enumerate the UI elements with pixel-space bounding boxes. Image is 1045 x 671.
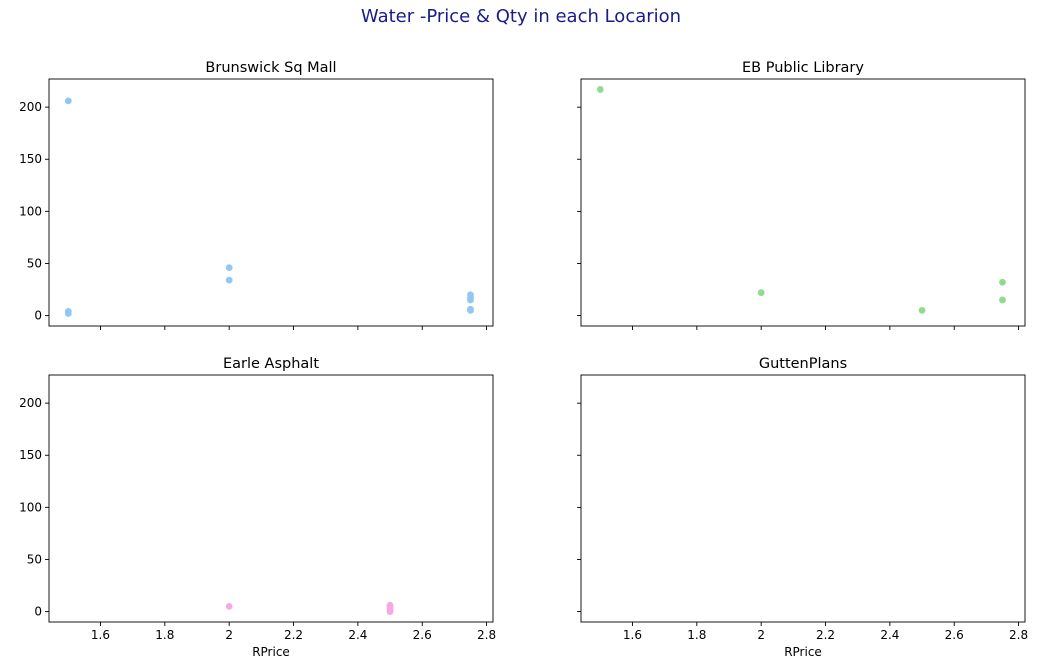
subplot-4: GuttenPlans 1.6 1.8 2 2.2 2.4 2.6 2.8 RPrice: [577, 356, 1028, 659]
y-tick-label: 200: [19, 396, 42, 410]
subplot-title: GuttenPlans: [759, 356, 847, 372]
y-tick-label: 100: [19, 500, 42, 514]
data-point: [757, 289, 765, 297]
subplot-2: EB Public Library: [577, 60, 1026, 330]
x-tick-label: 2: [225, 628, 233, 642]
data-point: [225, 276, 233, 284]
data-point: [64, 310, 72, 317]
y-tick-label: 0: [34, 605, 42, 619]
data-point: [596, 86, 604, 93]
axes-frame: [48, 374, 494, 623]
y-tick-label: 50: [27, 256, 42, 270]
axes-frame: [580, 374, 1026, 623]
x-tick-label: 1.8: [155, 628, 174, 642]
x-tick-label: 2.4: [880, 628, 899, 642]
x-tick-label: 1.8: [687, 628, 706, 642]
figure-title: Water -Price & Qty in each Locarion: [361, 6, 681, 27]
x-tick-label: 2.6: [413, 628, 432, 642]
subplot-3: Earle Asphalt 1.6 1.8 2 2.2 2.4 2.6 2.8 0 50 100 15…: [19, 356, 496, 659]
x-tick-label: 1.6: [623, 628, 642, 642]
data-point: [467, 306, 474, 314]
y-tick-label: 50: [27, 552, 42, 566]
y-tick-label: 0: [34, 309, 42, 323]
x-axis-label: RPrice: [784, 645, 822, 659]
y-tick-label: 150: [19, 448, 42, 462]
x-tick-label: 2.2: [816, 628, 835, 642]
subplot-title: Earle Asphalt: [223, 356, 319, 372]
data-point: [64, 97, 72, 105]
subplot-1: Brunswick Sq Mall 0 50 100 150 200: [19, 60, 494, 330]
x-tick-label: 2.8: [1009, 628, 1028, 642]
y-tick-label: 100: [19, 204, 42, 218]
subplot-title: Brunswick Sq Mall: [205, 60, 336, 76]
axes-frame: [580, 78, 1026, 327]
subplot-title: EB Public Library: [742, 60, 864, 76]
y-tick-label: 200: [19, 100, 42, 114]
data-point: [999, 296, 1006, 304]
x-tick-label: 2.4: [348, 628, 367, 642]
data-point: [225, 602, 233, 610]
data-point: [999, 278, 1006, 286]
data-point: [467, 296, 474, 304]
x-tick-label: 1.6: [91, 628, 110, 642]
x-axis-label: RPrice: [252, 645, 290, 659]
data-point: [386, 608, 394, 615]
x-tick-label: 2.2: [284, 628, 303, 642]
x-tick-label: 2.8: [477, 628, 496, 642]
x-tick-label: 2: [757, 628, 765, 642]
y-tick-label: 150: [19, 152, 42, 166]
x-tick-label: 2.6: [945, 628, 964, 642]
data-point: [225, 264, 233, 272]
axes-frame: [48, 78, 494, 327]
data-point: [918, 306, 926, 314]
